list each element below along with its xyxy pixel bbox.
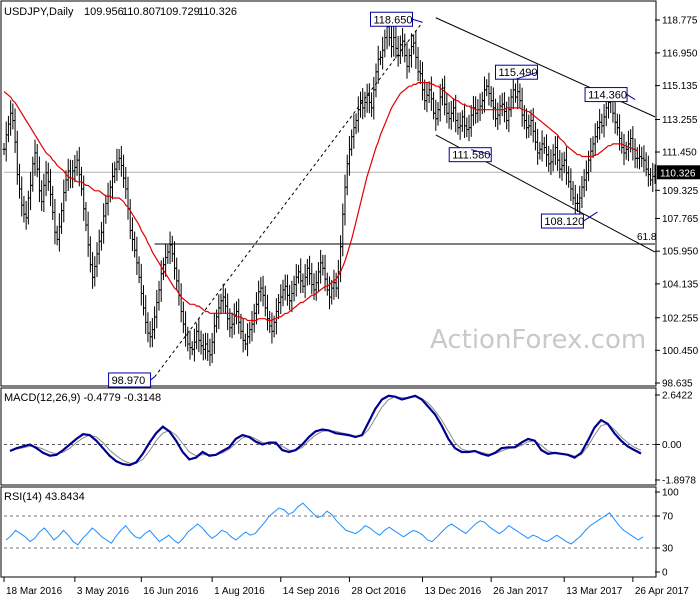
price-annotation-label: 111.580: [452, 150, 490, 162]
price-annotation-label: 114.360: [588, 90, 627, 102]
time-tick-label: 13 Mar 2017: [566, 586, 623, 597]
macd-title: MACD(12,26,9) -0.4779 -0.3148: [4, 392, 161, 404]
time-tick-label: 26 Apr 2017: [635, 586, 689, 597]
time-tick-label: 18 Mar 2016: [6, 586, 63, 597]
price-annotation: 108.120: [540, 211, 598, 229]
price-annotation-label: 98.970: [112, 375, 146, 387]
price-annotation: 111.580: [448, 147, 492, 163]
price-tick-label: 115.135: [662, 81, 698, 92]
price-tick-label: 102.255: [662, 313, 699, 324]
price-annotation-leader: [471, 149, 492, 156]
price-annotation-leader: [515, 71, 538, 80]
ohlc-close: 110.326: [198, 6, 237, 18]
price-annotation-leader: [583, 211, 598, 222]
ohlc-high: 110.807: [122, 6, 161, 18]
last-price-box: [657, 165, 700, 180]
price-annotation-label: 108.120: [544, 216, 584, 228]
projection-line: [154, 21, 423, 378]
time-tick-label: 26 Jan 2017: [493, 586, 548, 597]
price-panel-frame: [0, 0, 657, 387]
chart-title: USDJPY,Daily: [4, 6, 74, 18]
price-annotation-label: 118.650: [374, 14, 413, 26]
macd-panel-frame: [0, 387, 657, 486]
price-annotation-label: 115.490: [499, 67, 538, 79]
price-tick-label: 107.765: [662, 214, 699, 225]
price-layer: 61.8 118.650 115.490 114.360 111.580 108.120 9…: [2, 11, 700, 388]
price-tick-label: 105.950: [662, 247, 699, 258]
macd-axis: 2.6422 0.00 -1.8978: [655, 391, 696, 487]
price-tick-label: 113.255: [662, 115, 698, 126]
price-tick-label: 104.135: [662, 279, 699, 290]
time-axis: 18 Mar 2016 3 May 2016 16 Jun 2016 1 Aug 20…: [3, 577, 689, 597]
price-tick-label: 111.450: [662, 148, 697, 159]
rsi-tick-label: 100: [662, 488, 679, 499]
price-annotation-leader: [150, 376, 155, 381]
time-tick-label: 3 May 2016: [77, 586, 130, 597]
time-tick-label: 16 Jun 2016: [143, 586, 198, 597]
time-tick-label: 14 Sep 2016: [283, 586, 340, 597]
macd-tick-label: 2.6422: [662, 391, 693, 402]
watermark: ActionForex.com: [430, 325, 646, 355]
rsi-line: [5, 502, 644, 546]
price-bar: [653, 164, 657, 184]
price-tick-label: 116.950: [662, 48, 698, 59]
price-tick-label: 98.635: [662, 379, 693, 390]
price-header: USDJPY,Daily 109.956 110.807 109.729 110…: [4, 6, 237, 18]
last-price-label: 110.326: [660, 168, 696, 179]
price-annotation: 98.970: [108, 372, 155, 388]
moving-average-line: [3, 82, 638, 322]
rsi-axis: 100 70 30 0: [655, 488, 679, 579]
price-annotation: 118.650: [370, 11, 423, 27]
rsi-tick-label: 30: [662, 544, 674, 555]
macd-tick-label: 0.00: [662, 440, 682, 451]
price-annotation-leader: [412, 18, 423, 23]
last-price-marker: 110.326: [657, 165, 700, 180]
price-tick-label: 118.775: [662, 16, 698, 27]
price-axis: 118.775 116.950 115.135 113.255 111.450 109.3…: [655, 16, 699, 390]
time-tick-label: 1 Aug 2016: [214, 586, 265, 597]
price-annotation: 115.490: [495, 64, 538, 80]
ohlc-open: 109.956: [84, 6, 124, 18]
time-tick-label: 28 Oct 2016: [351, 586, 406, 597]
rsi-tick-label: 70: [662, 512, 674, 523]
fib-level-label: 61.8: [637, 232, 657, 243]
macd-layer: [4, 394, 655, 467]
price-annotation: 114.360: [584, 87, 636, 103]
rsi-title: RSI(14) 43.8434: [4, 491, 85, 503]
rsi-tick-label: 0: [662, 568, 668, 579]
price-tick-label: 109.325: [662, 186, 699, 197]
ohlc-low: 109.729: [160, 6, 200, 18]
price-annotation-leader: [626, 94, 636, 100]
rsi-layer: [4, 502, 655, 549]
rsi-panel-frame: [0, 486, 657, 578]
price-tick-label: 100.450: [662, 346, 699, 357]
macd-tick-label: -1.8978: [662, 476, 696, 487]
macd-line: [9, 394, 642, 467]
time-tick-label: 13 Dec 2016: [425, 586, 482, 597]
